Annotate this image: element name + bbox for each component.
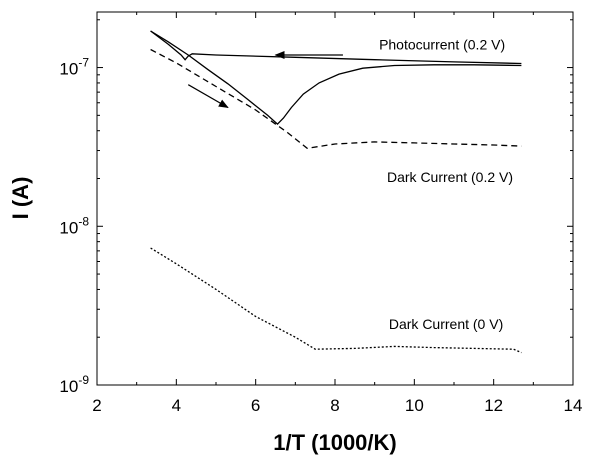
annotations-group: Photocurrent (0.2 V) Dark Current (0.2 V)… <box>187 36 513 332</box>
series-line-0 <box>150 30 522 125</box>
series-line-1 <box>150 30 522 65</box>
x-tick-label: 2 <box>92 396 101 415</box>
y-tick-label: 10-7 <box>59 56 89 79</box>
y-axis-title: I (A) <box>8 177 33 220</box>
tick-labels-group: 2 4 6 8 10 12 14 10-9 10-8 10-7 <box>59 56 582 415</box>
x-tick-label: 14 <box>564 396 583 415</box>
ticks-group <box>96 12 574 386</box>
series-line-3 <box>150 247 522 354</box>
annotation-dark0: Dark Current (0 V) <box>389 316 503 332</box>
annotation-dark02: Dark Current (0.2 V) <box>387 169 513 185</box>
x-tick-label: 8 <box>330 396 339 415</box>
annotation-photo: Photocurrent (0.2 V) <box>379 36 505 52</box>
x-axis-title: 1/T (1000/K) <box>273 430 397 455</box>
x-tick-label: 6 <box>251 396 260 415</box>
series-group <box>150 30 522 354</box>
x-tick-label: 12 <box>484 396 503 415</box>
x-tick-label: 10 <box>405 396 424 415</box>
x-tick-label: 4 <box>172 396 181 415</box>
y-tick-label: 10-9 <box>59 373 89 396</box>
y-tick-label: 10-8 <box>59 214 89 237</box>
arrow-diag <box>187 84 229 109</box>
